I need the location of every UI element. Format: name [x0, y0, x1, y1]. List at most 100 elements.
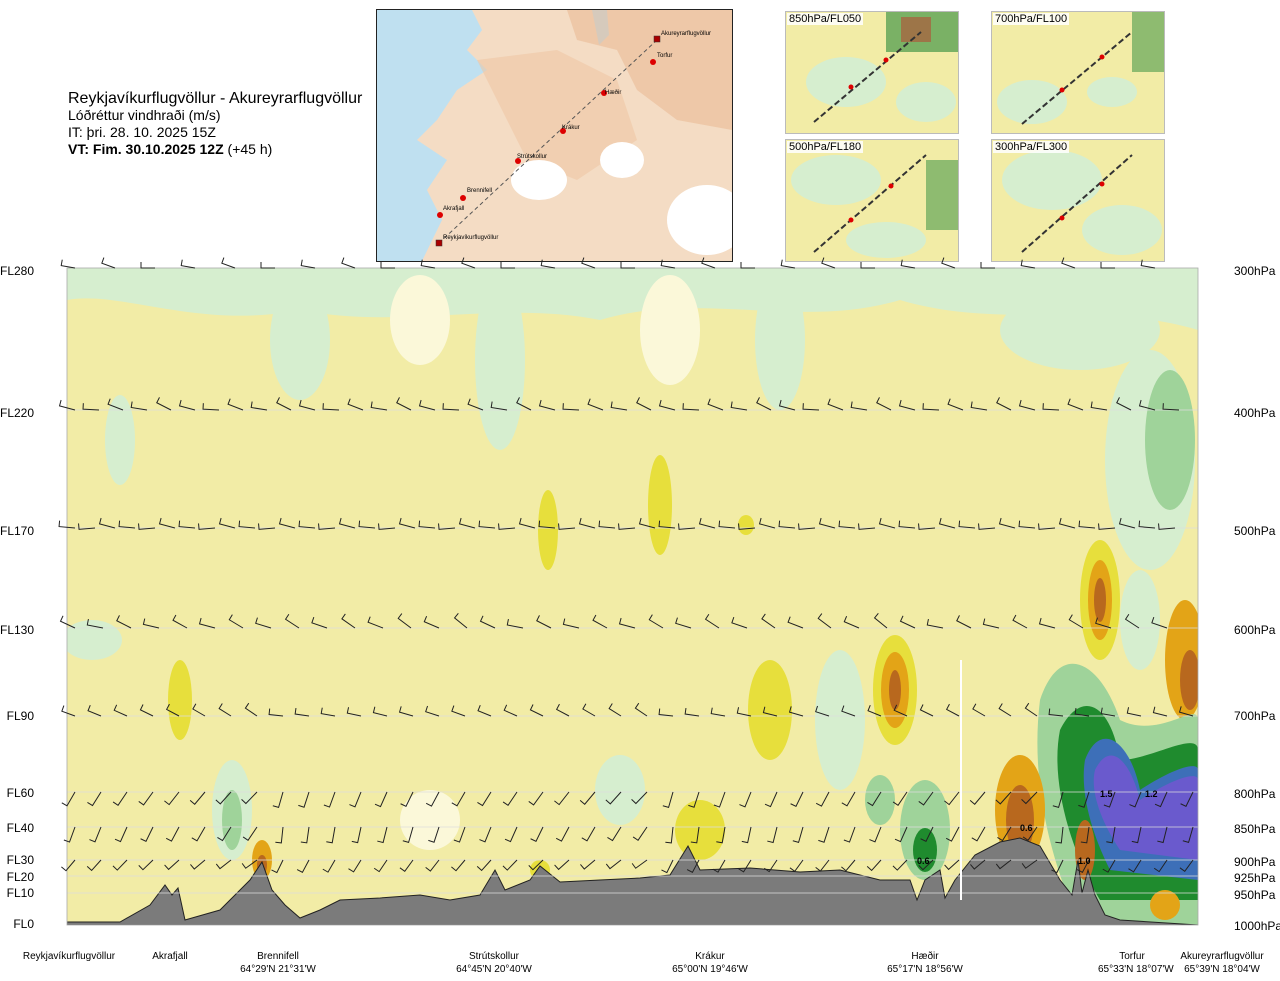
x-location-name: Reykjavíkurflugvöllur [22, 951, 116, 962]
map-label-haedir: Hæðir [605, 89, 621, 96]
wind-barb [970, 859, 986, 870]
wind-barb [605, 859, 622, 870]
x-location-reykjavik: Reykjavíkurflugvöllur [14, 950, 124, 963]
wind-barb [926, 618, 944, 629]
wind-barb [373, 859, 388, 873]
wind-barb [620, 262, 635, 269]
wind-barb [698, 517, 716, 529]
wind-barb [477, 705, 492, 717]
wind-barb [86, 618, 104, 629]
wind-barb [378, 523, 396, 530]
wind-barb [341, 613, 356, 629]
inset-300hpa-svg [992, 140, 1164, 261]
wind-barb [605, 791, 622, 805]
wind-barb [798, 523, 816, 530]
wind-barb [919, 704, 934, 717]
wind-barb [87, 791, 102, 807]
wind-barb [138, 859, 154, 871]
wind-barb [995, 859, 1012, 870]
inset-700hpa-label: 700hPa/FL100 [993, 13, 1070, 25]
wind-barb [1131, 826, 1142, 844]
wind-barb [688, 791, 700, 808]
wind-barb [89, 826, 102, 843]
wind-barb [300, 826, 310, 844]
wind-barb [178, 399, 196, 411]
wind-barb [349, 791, 362, 808]
wind-barb [367, 616, 384, 629]
wind-barb [1162, 403, 1180, 411]
wind-barb [1055, 826, 1064, 844]
wind-barb [1076, 859, 1090, 874]
wind-barb [789, 859, 804, 873]
wind-barb [712, 859, 726, 873]
vertical-velocity-field [67, 268, 1198, 925]
wind-barb [241, 791, 258, 805]
wind-barb [713, 791, 726, 808]
wind-barb [866, 859, 882, 872]
fl-label-280: FL280 [0, 264, 35, 278]
route-title: Reykjavíkurflugvöllur - Akureyrarflugvöl… [68, 90, 363, 107]
wind-barb [1021, 859, 1038, 869]
contour-label-5: 1.0 [1078, 856, 1091, 866]
wind-barb [1100, 707, 1116, 717]
wind-barb [1152, 706, 1168, 717]
inset-700hpa: 700hPa/FL100 [991, 11, 1165, 134]
wind-barb [311, 616, 328, 629]
fl-label-40: FL40 [6, 821, 34, 835]
wind-barb [284, 613, 300, 629]
wind-barb [428, 826, 440, 843]
wind-barb [298, 791, 310, 808]
wind-barb [900, 259, 916, 269]
wind-barb [818, 826, 830, 843]
wind-barb [938, 517, 956, 529]
wind-barb [1048, 708, 1064, 717]
wind-barb [995, 791, 1012, 805]
wind-barb [228, 614, 244, 629]
fl-label-130: FL130 [0, 623, 35, 637]
wind-barb [528, 859, 544, 871]
wind-barb [1153, 859, 1168, 873]
wind-barb [536, 615, 552, 629]
wind-barb [1151, 616, 1168, 629]
wind-barb [116, 615, 132, 629]
wind-barb [918, 523, 936, 530]
wind-barb [580, 859, 596, 870]
wind-barb [581, 826, 596, 842]
x-location-name: Hæðir [911, 951, 939, 962]
wind-barb [156, 397, 172, 411]
fl-label-0: FL0 [13, 917, 34, 931]
hpa-label-600: 600hPa [1234, 623, 1276, 637]
x-location-coord: 65°33'N 18°07'W [1098, 964, 1174, 975]
wind-barb [821, 257, 836, 269]
wind-barb [198, 523, 216, 530]
x-location-name: Krákur [695, 951, 725, 962]
wind-barb [218, 517, 236, 529]
wind-barb [87, 705, 102, 717]
wind-barb [346, 707, 362, 717]
fl-label-20: FL20 [6, 870, 34, 884]
inset-300hpa-label: 300hPa/FL300 [993, 141, 1070, 153]
wind-barb [980, 262, 995, 269]
wind-barb [686, 859, 700, 874]
x-location-akrafjall: Akrafjall [140, 950, 200, 963]
wind-barb [241, 859, 258, 869]
wind-barb [838, 520, 856, 529]
wind-barb [506, 618, 524, 629]
wind-barb [1116, 397, 1132, 411]
wind-barb [767, 826, 778, 844]
fl-label-220: FL220 [0, 406, 35, 420]
wind-barb [815, 859, 830, 872]
x-location-name: Strútskollur [468, 951, 519, 962]
wind-barb [260, 262, 275, 269]
wind-barb [631, 791, 648, 805]
wind-barb [244, 702, 258, 717]
inset-850hpa-label: 850hPa/FL050 [787, 13, 864, 25]
wind-barb [648, 614, 664, 629]
inset-850hpa: 850hPa/FL050 [785, 11, 959, 134]
wind-barb [562, 618, 580, 629]
wind-barb [634, 702, 648, 717]
wind-barb [945, 703, 960, 717]
inset-700hpa-svg [992, 12, 1164, 133]
wind-barb [843, 616, 860, 629]
wind-barb [764, 791, 778, 808]
